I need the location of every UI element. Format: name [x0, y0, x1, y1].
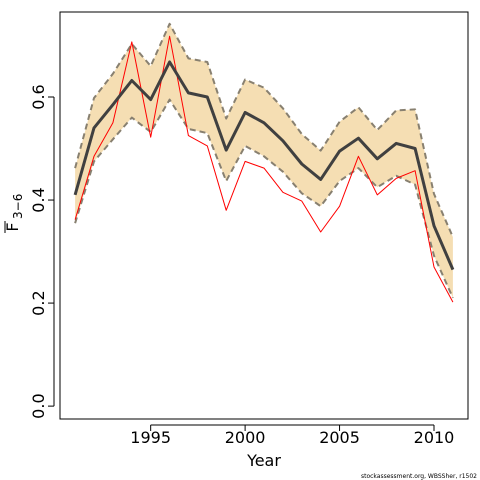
series-layer [73, 22, 455, 303]
x-axis-title: Year [246, 451, 281, 470]
x-tick-label: 1995 [130, 428, 171, 447]
x-tick-label: 2010 [414, 428, 455, 447]
confidence-band [75, 23, 453, 298]
plot-area [59, 11, 469, 420]
y-tick-label: 0.0 [29, 393, 48, 418]
y-axis-title-main: F [3, 222, 22, 231]
x-axis: 1995 2000 2005 2010 [130, 424, 455, 447]
estimate-line [73, 60, 455, 271]
lower-bound-line [74, 98, 454, 299]
y-axis-title-subscript: 3−6 [11, 194, 25, 219]
x-tick-label: 2005 [319, 428, 360, 447]
y-tick-label: 0.4 [29, 187, 48, 212]
y-axis: 0.0 0.2 0.4 0.6 [29, 84, 55, 419]
y-tick-label: 0.2 [29, 290, 48, 315]
plot-frame [59, 11, 469, 420]
footer-credit: stockassessment.org, WBSSher, r1502 [361, 473, 477, 480]
x-tick-label: 2000 [225, 428, 266, 447]
y-axis-title: F 3−6 [3, 194, 25, 233]
alternate-estimate-line [74, 35, 454, 303]
y-tick-label: 0.6 [29, 84, 48, 109]
